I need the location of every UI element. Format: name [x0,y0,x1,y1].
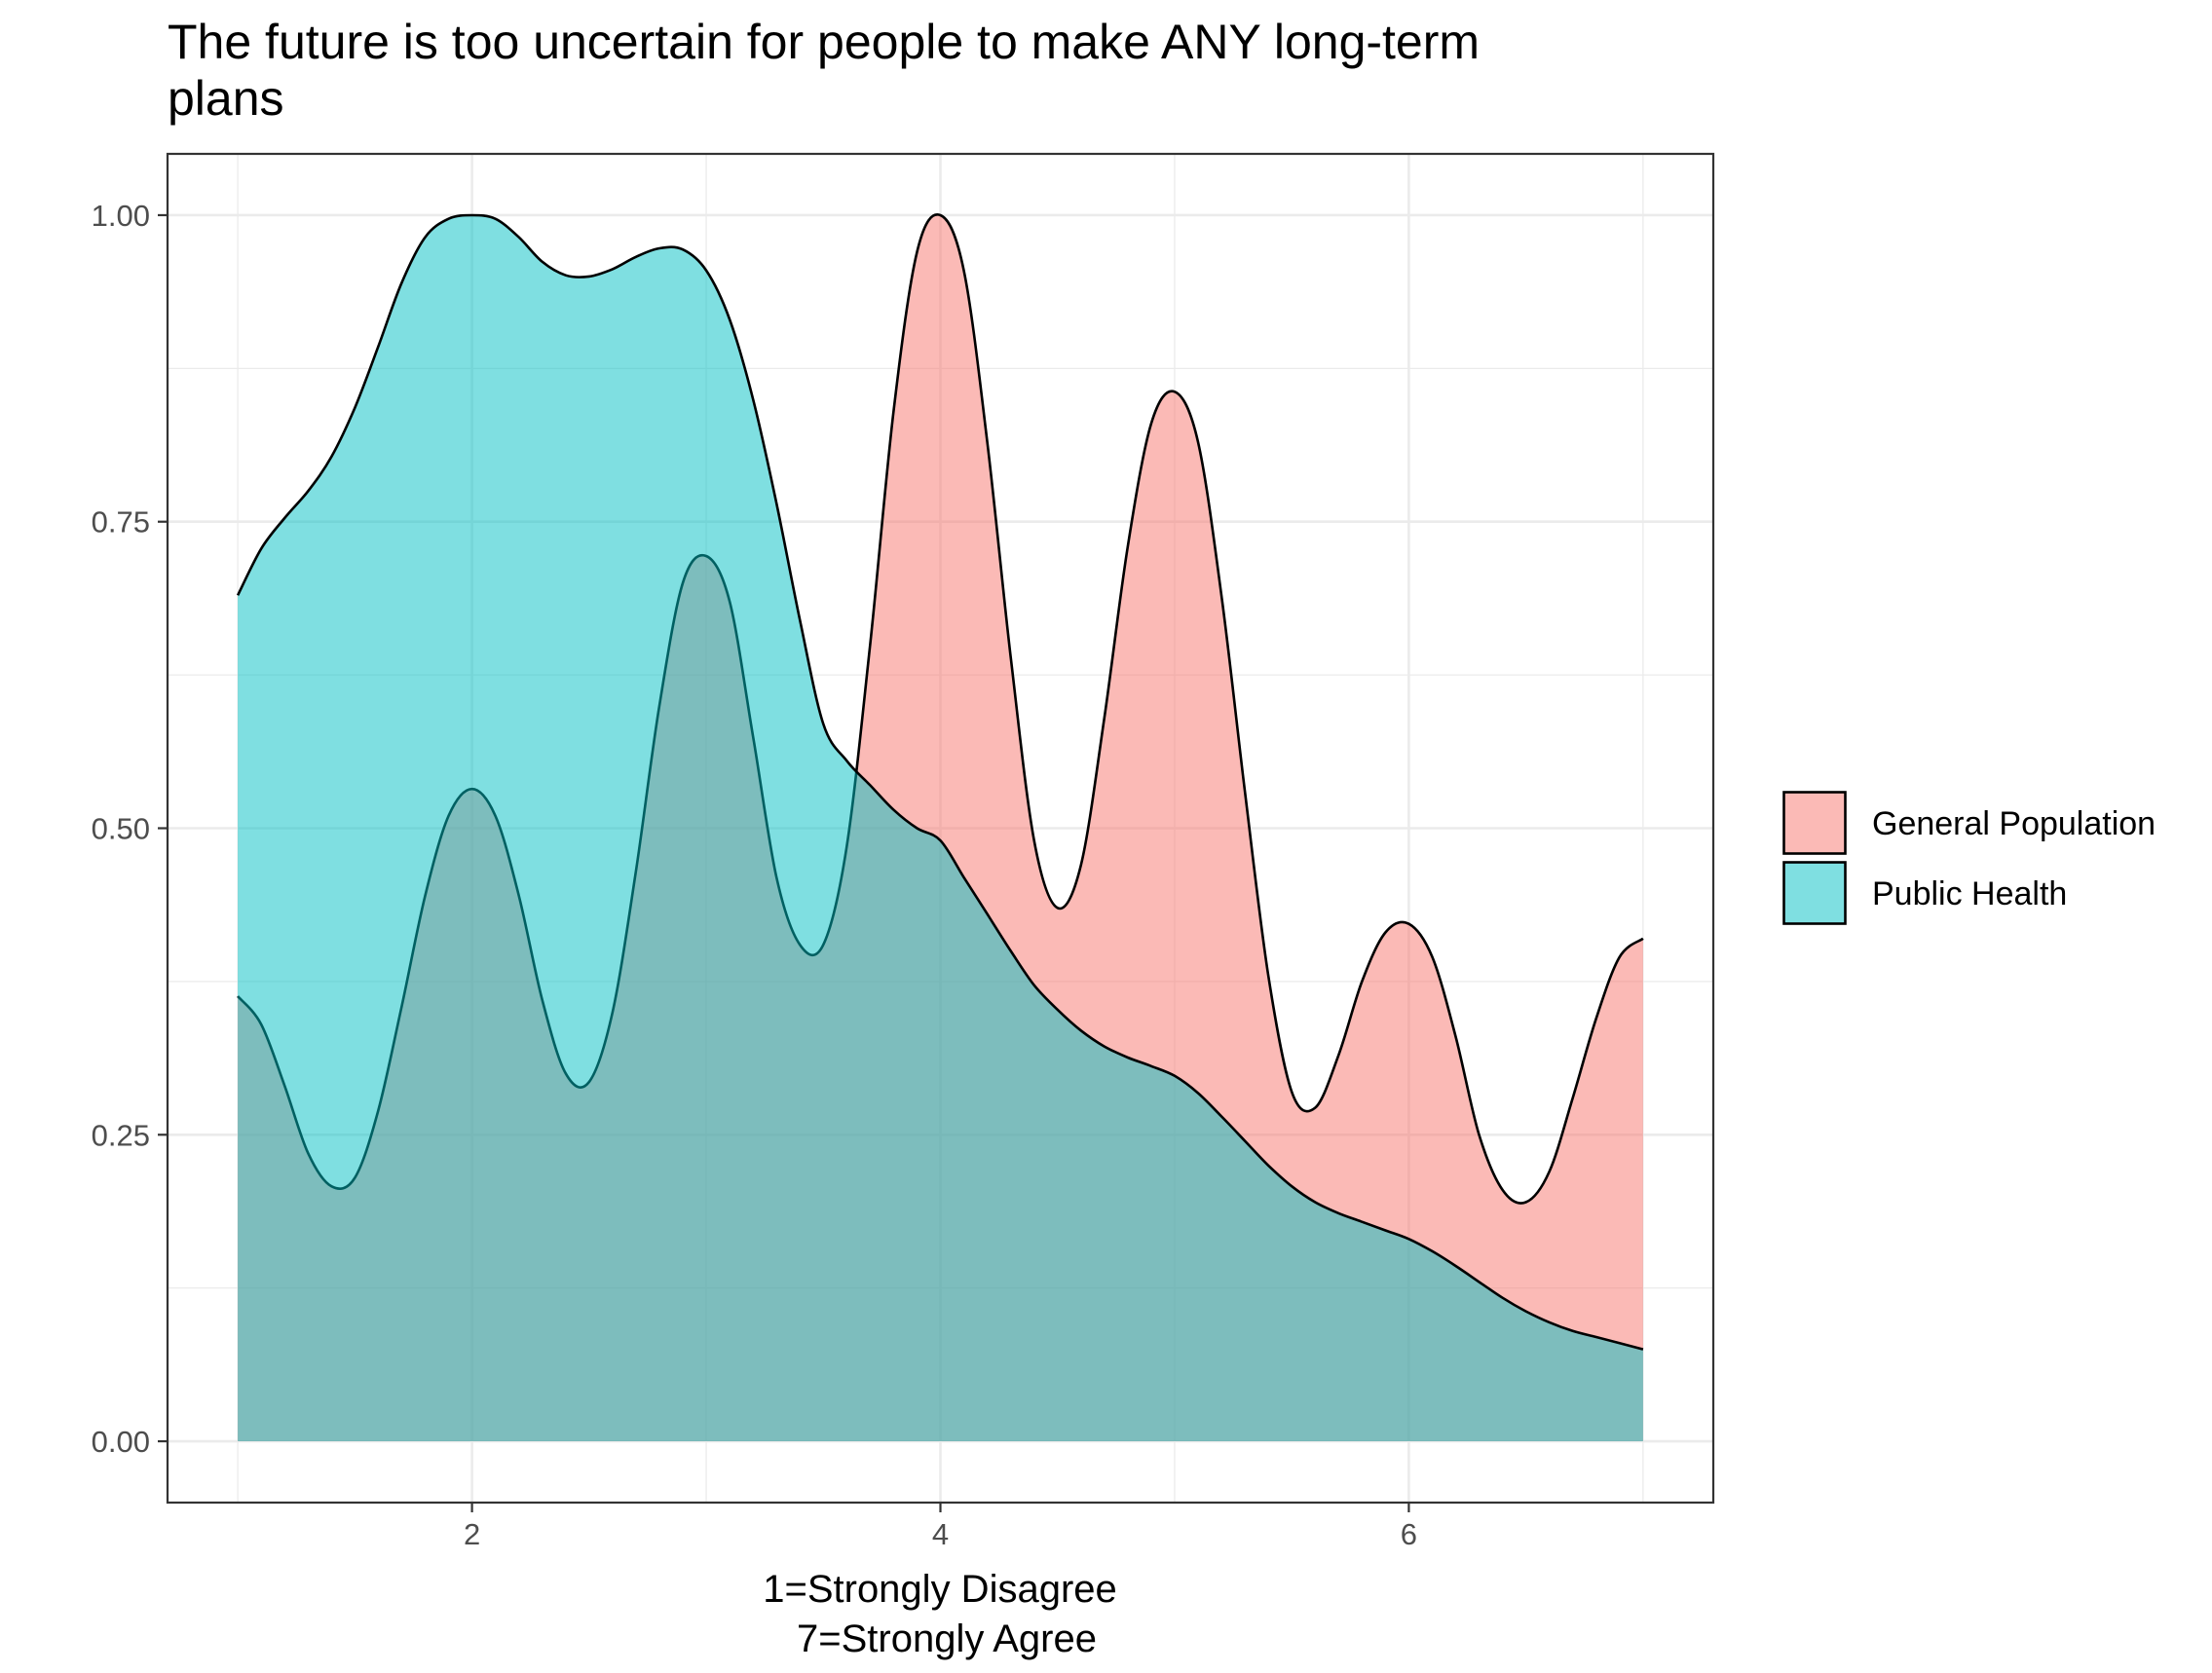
legend-label-general-population: General Population [1872,805,2156,842]
y-tick-label: 0.00 [92,1425,150,1459]
density-areas [236,213,1644,1441]
chart-title-line-1: The future is too uncertain for people t… [168,15,1481,69]
x-axis: 2 4 6 [464,1503,1417,1551]
legend-label-public-health: Public Health [1872,875,2067,912]
legend-key-general-population [1782,791,1847,855]
y-axis: 0.00 0.25 0.50 0.75 1.00 [92,199,168,1459]
y-tick-label: 0.50 [92,812,150,846]
chart-title-line-2: plans [168,71,284,126]
x-axis-title-line-1: 1=Strongly Disagree [763,1568,1117,1611]
legend: General Population Public Health [1782,791,2156,925]
legend-key-public-health [1782,861,1847,925]
density-fill-public-health [238,215,1643,1441]
density-line-public-health [236,213,1644,1351]
x-axis-title-line-2: 7=Strongly Agree [797,1617,1097,1660]
x-tick-label: 4 [932,1517,949,1551]
chart-title: The future is too uncertain for people t… [168,14,1726,127]
y-tick-label: 0.25 [92,1118,150,1152]
y-tick-label: 1.00 [92,199,150,233]
y-tick-label: 0.75 [92,505,150,539]
x-tick-label: 2 [464,1517,480,1551]
x-tick-label: 6 [1401,1517,1417,1551]
